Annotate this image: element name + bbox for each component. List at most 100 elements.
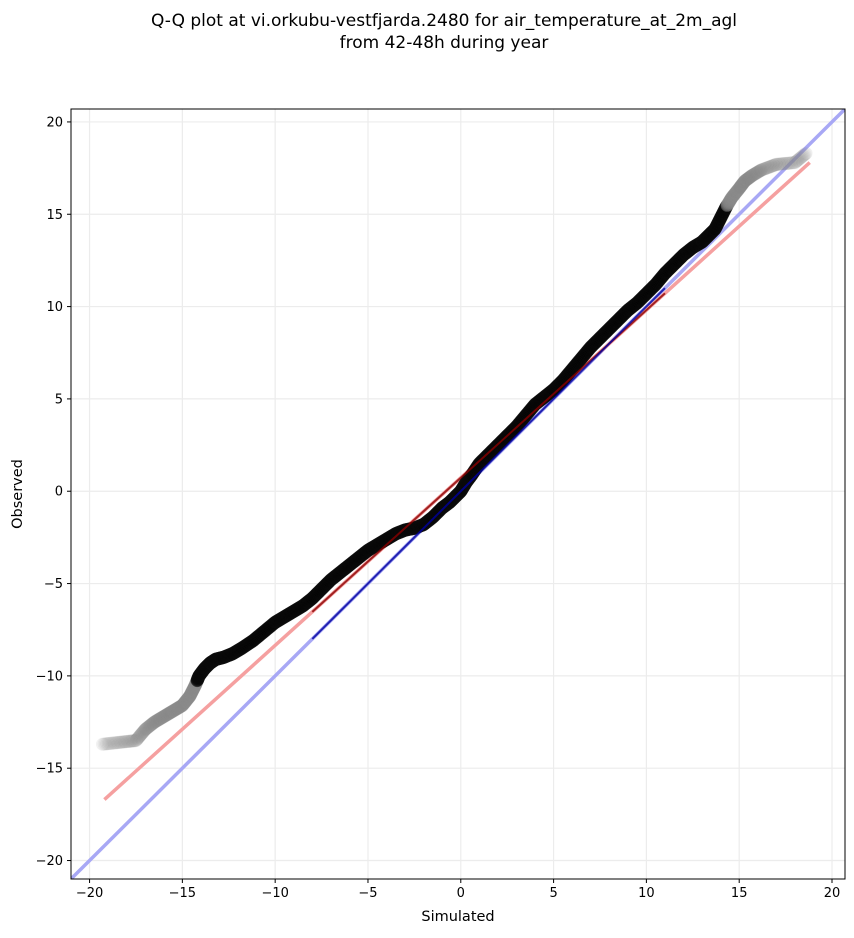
qq-point bbox=[123, 734, 137, 748]
qq-point bbox=[727, 188, 741, 202]
qq-point bbox=[728, 187, 742, 201]
qq-point bbox=[721, 197, 735, 211]
qq-point bbox=[762, 160, 776, 174]
y-tick-label: −15 bbox=[36, 762, 63, 777]
x-tick-label: 10 bbox=[638, 886, 655, 901]
qq-point bbox=[147, 716, 161, 730]
qq-points bbox=[95, 146, 813, 751]
y-tick-label: −10 bbox=[36, 669, 63, 684]
qq-point bbox=[168, 703, 182, 717]
qq-point bbox=[759, 161, 774, 175]
qq-point bbox=[783, 156, 797, 170]
qq-point bbox=[722, 194, 737, 209]
qq-point bbox=[112, 735, 126, 749]
qq-point bbox=[184, 686, 198, 701]
qq-point bbox=[721, 197, 735, 212]
qq-point bbox=[721, 196, 736, 210]
qq-point bbox=[740, 173, 754, 187]
qq-point bbox=[735, 178, 749, 192]
qq-point bbox=[97, 737, 111, 751]
qq-point bbox=[723, 193, 737, 207]
x-tick-label: 15 bbox=[731, 886, 748, 901]
qq-point bbox=[747, 167, 761, 182]
qq-point bbox=[790, 154, 804, 168]
qq-point bbox=[142, 719, 156, 733]
qq-point bbox=[140, 720, 155, 735]
x-tick-label: 20 bbox=[824, 886, 841, 901]
qq-point bbox=[730, 184, 744, 198]
x-tick-label: −5 bbox=[358, 886, 377, 901]
qq-point bbox=[149, 714, 163, 728]
qq-point bbox=[782, 156, 796, 170]
qq-point bbox=[769, 157, 783, 171]
qq-point bbox=[163, 706, 177, 720]
x-tick-label: 5 bbox=[549, 886, 557, 901]
qq-point bbox=[159, 708, 173, 722]
qq-point bbox=[735, 177, 750, 191]
qq-point bbox=[158, 708, 172, 723]
x-tick-label: −15 bbox=[169, 886, 196, 901]
qq-point bbox=[788, 155, 802, 170]
qq-point bbox=[161, 707, 176, 721]
axis-ticks: −20 −15 −10 −5 0 5 10 15 20 −20 −15 −10 −5 0 5 10 15 20 bbox=[36, 115, 841, 901]
qq-point bbox=[725, 191, 739, 205]
qq-point bbox=[151, 713, 165, 727]
qq-point bbox=[729, 185, 743, 199]
qq-point bbox=[116, 735, 131, 749]
qq-point bbox=[728, 186, 743, 200]
qq-point bbox=[178, 695, 192, 709]
qq-point bbox=[98, 737, 112, 751]
qq-point bbox=[720, 198, 734, 212]
qq-point bbox=[791, 152, 806, 167]
qq-point bbox=[799, 146, 813, 160]
qq-point bbox=[737, 175, 751, 189]
y-tick-label: −20 bbox=[36, 854, 63, 869]
qq-point bbox=[154, 711, 168, 725]
qq-point bbox=[157, 709, 171, 724]
qq-point bbox=[177, 697, 191, 711]
qq-point bbox=[798, 147, 812, 161]
qq-point bbox=[118, 735, 132, 749]
qq-point bbox=[176, 698, 190, 712]
qq-point bbox=[174, 699, 188, 713]
qq-point bbox=[733, 179, 748, 194]
qq-point bbox=[122, 734, 136, 748]
qq-point bbox=[739, 173, 753, 187]
qq-point bbox=[171, 701, 185, 715]
qq-point bbox=[789, 155, 803, 169]
qq-point bbox=[100, 737, 114, 751]
qq-point bbox=[785, 156, 799, 170]
qq-point bbox=[144, 717, 159, 732]
qq-point bbox=[744, 169, 758, 183]
qq-point bbox=[139, 722, 153, 736]
qq-point bbox=[775, 157, 790, 171]
qq-point bbox=[723, 194, 737, 208]
qq-point bbox=[179, 694, 193, 708]
qq-point bbox=[151, 713, 165, 727]
plot-frame bbox=[70, 108, 846, 880]
qq-point bbox=[751, 165, 765, 179]
qq-point bbox=[794, 150, 808, 164]
qq-point bbox=[754, 163, 768, 177]
qq-point bbox=[140, 721, 154, 735]
qq-point bbox=[161, 707, 175, 721]
qq-point bbox=[129, 733, 143, 748]
qq-point bbox=[130, 732, 145, 746]
qq-point bbox=[791, 153, 805, 167]
qq-point bbox=[726, 189, 740, 203]
qq-point bbox=[780, 156, 794, 170]
qq-point bbox=[135, 726, 149, 740]
chart-title-line-1: Q-Q plot at vi.orkubu-vestfjarda.2480 fo… bbox=[151, 11, 737, 31]
qq-point bbox=[168, 702, 183, 717]
qq-point bbox=[107, 736, 121, 750]
qq-point bbox=[792, 152, 807, 166]
qq-point bbox=[174, 699, 189, 713]
qq-point bbox=[111, 735, 125, 750]
qq-point bbox=[727, 187, 741, 202]
y-tick-label: 20 bbox=[46, 115, 63, 130]
qq-point bbox=[796, 149, 810, 163]
qq-point bbox=[754, 163, 769, 177]
qq-point bbox=[104, 736, 118, 750]
qq-point bbox=[747, 167, 762, 181]
